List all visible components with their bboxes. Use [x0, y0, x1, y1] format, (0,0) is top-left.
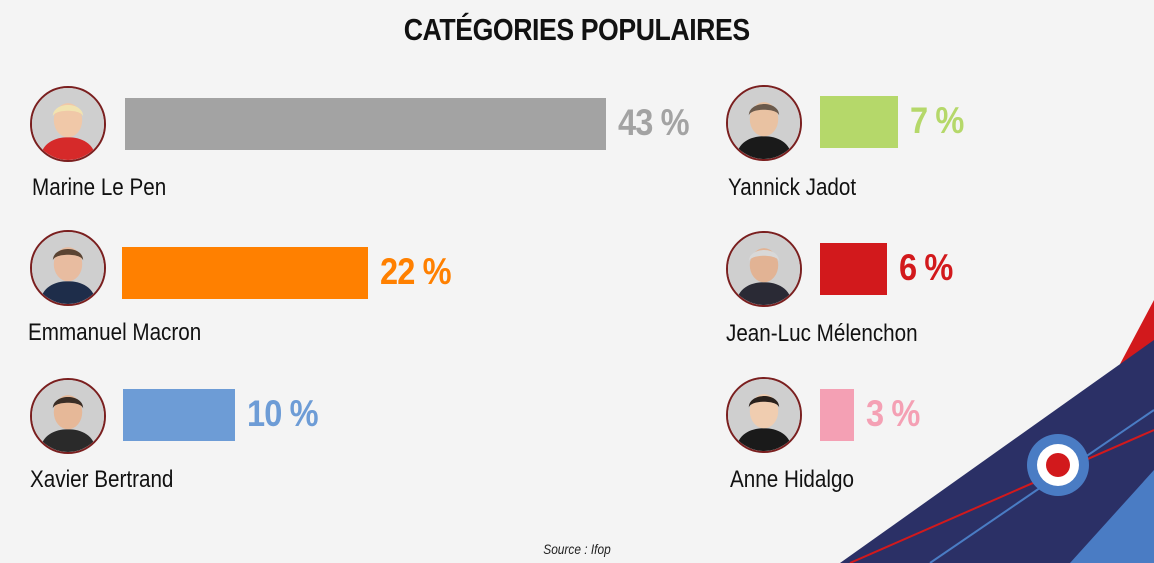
category-label-marine-le-pen: Marine Le Pen [32, 174, 167, 201]
candidate-photo-icon [30, 378, 106, 454]
bar-emmanuel-macron [122, 247, 369, 299]
candidate-photo-icon [726, 85, 802, 161]
value-label-xavier-bertrand: 10 % [246, 393, 319, 434]
bar-marine-le-pen [125, 98, 606, 150]
blue-stripe [1070, 470, 1154, 563]
category-label-jean-luc-melenchon: Jean-Luc Mélenchon [726, 320, 918, 347]
candidate-photo-icon [30, 86, 106, 162]
value-label-marine-le-pen: 43 % [618, 102, 690, 143]
bar-jean-luc-melenchon [820, 243, 888, 295]
bar-yannick-jadot [820, 96, 899, 148]
chart-title: CATÉGORIES POPULAIRES [403, 12, 750, 47]
value-label-emmanuel-macron: 22 % [380, 251, 452, 292]
source-note: Source : Ifop [543, 541, 611, 557]
bar-xavier-bertrand [123, 389, 235, 441]
category-label-yannick-jadot: Yannick Jadot [728, 174, 857, 201]
value-label-anne-hidalgo: 3 % [865, 393, 920, 434]
bar-anne-hidalgo [820, 389, 854, 441]
value-label-yannick-jadot: 7 % [910, 100, 964, 141]
navy-stripe [840, 340, 1154, 563]
category-label-xavier-bertrand: Xavier Bertrand [30, 466, 174, 493]
candidate-photo-icon [726, 377, 802, 453]
candidate-photo-icon [30, 230, 106, 306]
candidate-photo-icon [726, 231, 802, 307]
value-label-jean-luc-melenchon: 6 % [899, 247, 953, 288]
category-label-emmanuel-macron: Emmanuel Macron [28, 319, 202, 346]
category-label-anne-hidalgo: Anne Hidalgo [730, 466, 854, 493]
roundel-icon [1027, 434, 1089, 496]
